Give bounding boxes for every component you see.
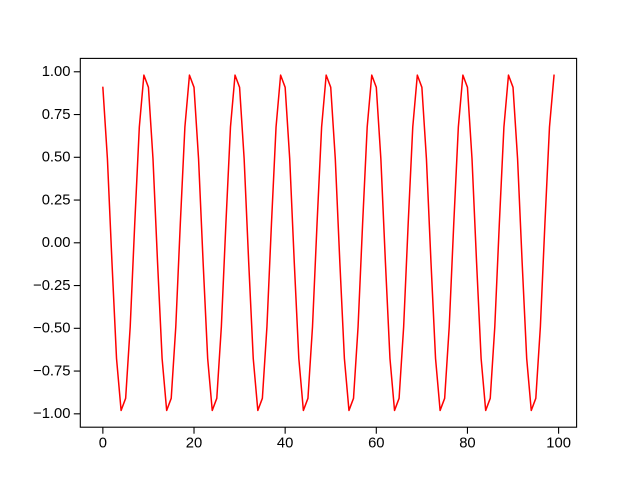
svg-text:100: 100 [546, 436, 571, 452]
svg-text:0.75: 0.75 [42, 107, 71, 123]
svg-text:20: 20 [186, 436, 202, 452]
svg-text:0.00: 0.00 [42, 235, 71, 251]
svg-text:1.00: 1.00 [42, 64, 71, 80]
svg-text:−0.25: −0.25 [33, 278, 70, 294]
svg-text:−0.75: −0.75 [33, 363, 70, 379]
svg-text:60: 60 [368, 436, 384, 452]
svg-text:0.25: 0.25 [42, 192, 71, 208]
svg-text:80: 80 [459, 436, 475, 452]
svg-text:−0.50: −0.50 [33, 321, 70, 337]
svg-text:−1.00: −1.00 [33, 406, 70, 422]
svg-text:0: 0 [99, 436, 107, 452]
svg-text:0.50: 0.50 [42, 150, 71, 166]
svg-text:40: 40 [277, 436, 293, 452]
